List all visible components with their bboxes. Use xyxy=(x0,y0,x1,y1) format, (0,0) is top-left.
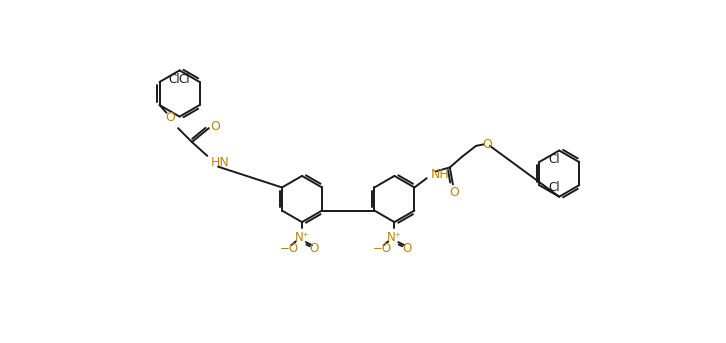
Text: O: O xyxy=(449,186,460,199)
Text: O: O xyxy=(482,138,492,151)
Text: N⁺: N⁺ xyxy=(295,231,309,244)
Text: NH: NH xyxy=(431,168,449,181)
Text: Cl: Cl xyxy=(179,73,190,86)
Text: O: O xyxy=(402,242,412,255)
Text: Cl: Cl xyxy=(169,73,181,86)
Text: Cl: Cl xyxy=(548,153,560,166)
Text: HN: HN xyxy=(211,155,229,168)
Text: Cl: Cl xyxy=(548,181,560,194)
Text: O: O xyxy=(166,111,175,124)
Text: O: O xyxy=(310,242,319,255)
Text: −O: −O xyxy=(280,242,299,255)
Text: −O: −O xyxy=(372,242,391,255)
Text: N⁺: N⁺ xyxy=(387,231,402,244)
Text: O: O xyxy=(210,120,220,133)
